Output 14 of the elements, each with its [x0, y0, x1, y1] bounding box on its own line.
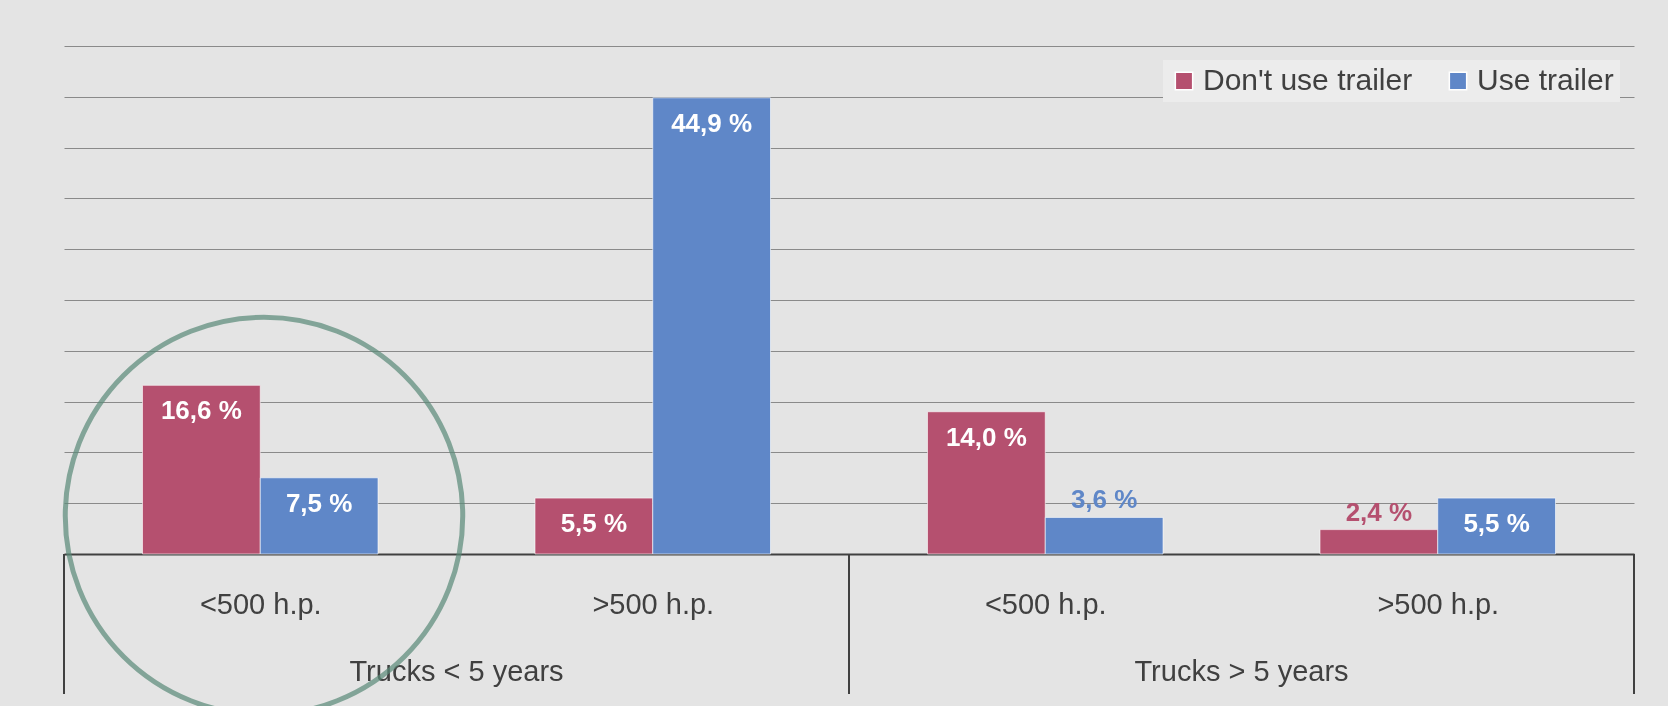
data-label: 7,5 %	[285, 487, 353, 518]
data-label: 16,6 %	[160, 395, 242, 426]
x-tick-label: >500 h.p.	[1377, 587, 1500, 620]
data-label: 5,5 %	[560, 508, 628, 539]
legend-label: Use trailer	[1477, 63, 1614, 96]
x-tick-label: <500 h.p.	[984, 587, 1107, 620]
legend-label: Don't use trailer	[1203, 63, 1413, 96]
x-tick-label: <500 h.p.	[199, 587, 322, 620]
data-label: 5,5 %	[1463, 508, 1530, 539]
data-label: 2,4 %	[1345, 496, 1413, 527]
x-tick-label: >500 h.p.	[592, 587, 715, 620]
data-label: 44,9 %	[671, 107, 753, 138]
data-label: 14,0 %	[945, 421, 1027, 452]
text: Trucks > 5 years	[1134, 655, 1349, 687]
